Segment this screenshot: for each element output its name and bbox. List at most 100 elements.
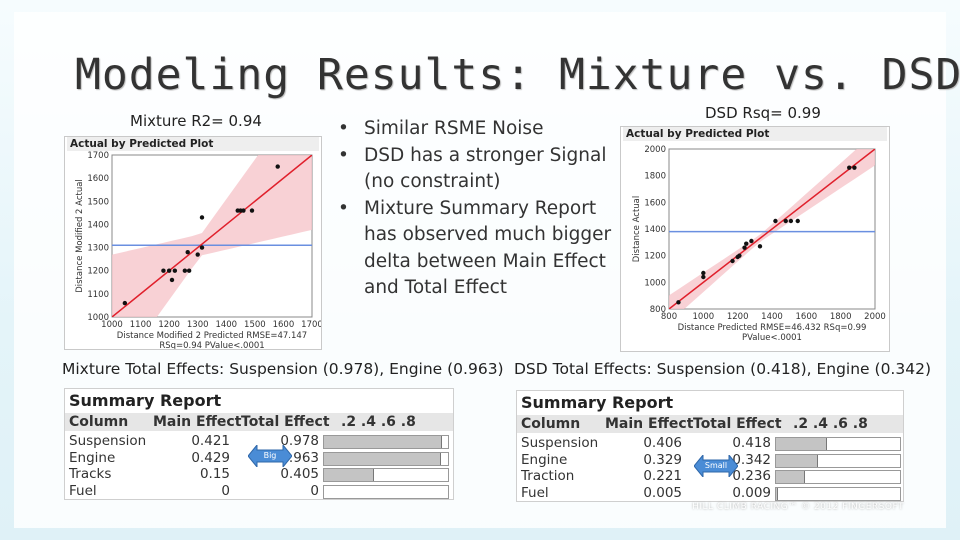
plot-header: Actual by Predicted Plot [67, 137, 319, 151]
x-tick-label: 1200 [158, 320, 180, 330]
x-tick-label: 2000 [864, 312, 886, 322]
y-tick-label: 1400 [644, 225, 666, 235]
effect-bar [776, 471, 806, 483]
effect-bar [776, 438, 828, 450]
mixture-effects-caption: Mixture Total Effects: Suspension (0.978… [62, 360, 504, 378]
x-axis-stats-label: RSq=0.94 PValue<.0001 [159, 341, 264, 349]
data-point [730, 258, 735, 264]
mixture-plot-svg: 1000 1100 1200 1300 1400 1500 1600 1700 1000 1100… [75, 151, 321, 349]
data-point [852, 165, 857, 170]
game-watermark: HILL CLIMB RACING™ © 2012 FINGERSOFT [692, 502, 904, 512]
y-tick-label: 1000 [87, 313, 109, 323]
y-tick-label: 1300 [87, 244, 109, 254]
row-column-name: Fuel [521, 484, 549, 501]
data-point [166, 268, 172, 273]
data-point [172, 268, 178, 273]
row-total-effect: 0.009 [732, 484, 771, 501]
effect-bar-track [323, 468, 449, 482]
main-effect-header: Main Effect [153, 414, 242, 430]
bullet-item: Mixture Summary Report has observed much… [338, 196, 624, 302]
row-total-effect: 0 [310, 482, 319, 499]
row-column-name: Engine [521, 451, 568, 468]
y-tick-label: 1200 [644, 252, 666, 262]
data-point [744, 241, 749, 246]
row-column-name: Fuel [69, 482, 97, 499]
x-tick-label: 1600 [796, 312, 818, 322]
data-point [676, 300, 681, 305]
dsd-effects-caption: DSD Total Effects: Suspension (0.418), E… [514, 360, 931, 378]
bullet-list: Similar RSME Noise DSD has a stronger Si… [334, 116, 624, 302]
scale-header: .2 .4 .6 .8 [341, 414, 416, 430]
data-point [169, 277, 175, 283]
x-tick-label: 1100 [130, 320, 152, 330]
mixture-r2-label: Mixture R2= 0.94 [130, 112, 262, 130]
data-point [788, 218, 794, 224]
report-header-row [517, 415, 903, 433]
y-axis-label: Distance Actual [632, 196, 642, 263]
total-effect-header: Total Effect [693, 416, 782, 432]
x-tick-label: 1300 [187, 320, 209, 330]
data-point [749, 238, 754, 244]
row-column-name: Traction [521, 468, 575, 484]
x-tick-label: 1600 [273, 320, 295, 330]
mixture-actual-by-predicted-plot: Actual by Predicted Plot 1000 1100 1200 130… [64, 136, 322, 350]
effect-bar-track [775, 453, 901, 468]
row-main-effect: 0.005 [643, 484, 682, 501]
dsd-rsq-label: DSD Rsq= 0.99 [705, 104, 821, 122]
dsd-actual-by-predicted-plot: Actual by Predicted Plot 800 1000 1200 1400… [620, 126, 890, 352]
data-point [199, 215, 205, 220]
data-point [249, 208, 255, 213]
effect-bar-track [323, 451, 449, 466]
x-tick-label: 1500 [244, 320, 266, 330]
row-total-effect: 0.978 [280, 433, 319, 449]
y-tick-label: 1500 [87, 197, 109, 207]
effect-bar [776, 454, 819, 467]
report-header-row [65, 413, 453, 431]
x-tick-label: 1000 [101, 320, 123, 330]
data-point [182, 268, 188, 273]
dsd-summary-report: Summary Report Column Main Effect Total … [516, 390, 904, 502]
slide-title: Modeling Results: Mixture vs. DSD [75, 50, 960, 100]
row-column-name: Engine [69, 449, 116, 466]
report-title: Summary Report [521, 393, 674, 412]
x-tick-label: 1700 [301, 320, 321, 330]
row-total-effect: 0.236 [732, 468, 771, 484]
row-main-effect: 0.15 [199, 466, 230, 482]
data-point [847, 165, 852, 170]
data-point [742, 245, 747, 250]
data-point [773, 218, 778, 224]
bullet-item: DSD has a stronger Signal (no constraint… [338, 143, 624, 196]
x-tick-label: 1800 [830, 312, 852, 322]
data-point [186, 268, 192, 273]
x-tick-label: 1400 [215, 320, 237, 330]
row-main-effect: 0.406 [643, 435, 682, 451]
row-main-effect: 0.221 [643, 468, 682, 484]
effect-bar [324, 436, 443, 448]
data-point [122, 300, 128, 306]
x-axis-label: Distance Modified 2 Predicted RMSE=47.14… [117, 331, 307, 341]
effect-bar-track [323, 484, 449, 499]
y-tick-label: 1600 [87, 174, 109, 184]
row-total-effect: 0.342 [732, 451, 771, 468]
effect-bar-track [775, 437, 901, 451]
row-column-name: Suspension [69, 433, 147, 449]
small-tag-label: Small [704, 461, 728, 470]
effect-bar-track [775, 486, 901, 501]
y-tick-label: 2000 [644, 145, 666, 155]
row-total-effect: 0.405 [280, 466, 319, 482]
plot-clip-group [112, 155, 312, 317]
data-point [185, 250, 190, 255]
row-main-effect: 0.421 [191, 433, 230, 449]
report-title: Summary Report [69, 391, 222, 410]
row-main-effect: 0.429 [191, 449, 230, 466]
y-tick-label: 1600 [644, 198, 666, 208]
y-tick-label: 1100 [87, 290, 109, 300]
y-tick-label: 1400 [87, 220, 109, 230]
x-tick-label: 1400 [761, 312, 783, 322]
data-point [757, 244, 763, 249]
main-effect-header: Main Effect [605, 416, 694, 432]
data-point [199, 245, 205, 250]
data-point [195, 252, 200, 257]
bullet-item: Similar RSME Noise [338, 116, 624, 143]
data-point [161, 268, 166, 273]
